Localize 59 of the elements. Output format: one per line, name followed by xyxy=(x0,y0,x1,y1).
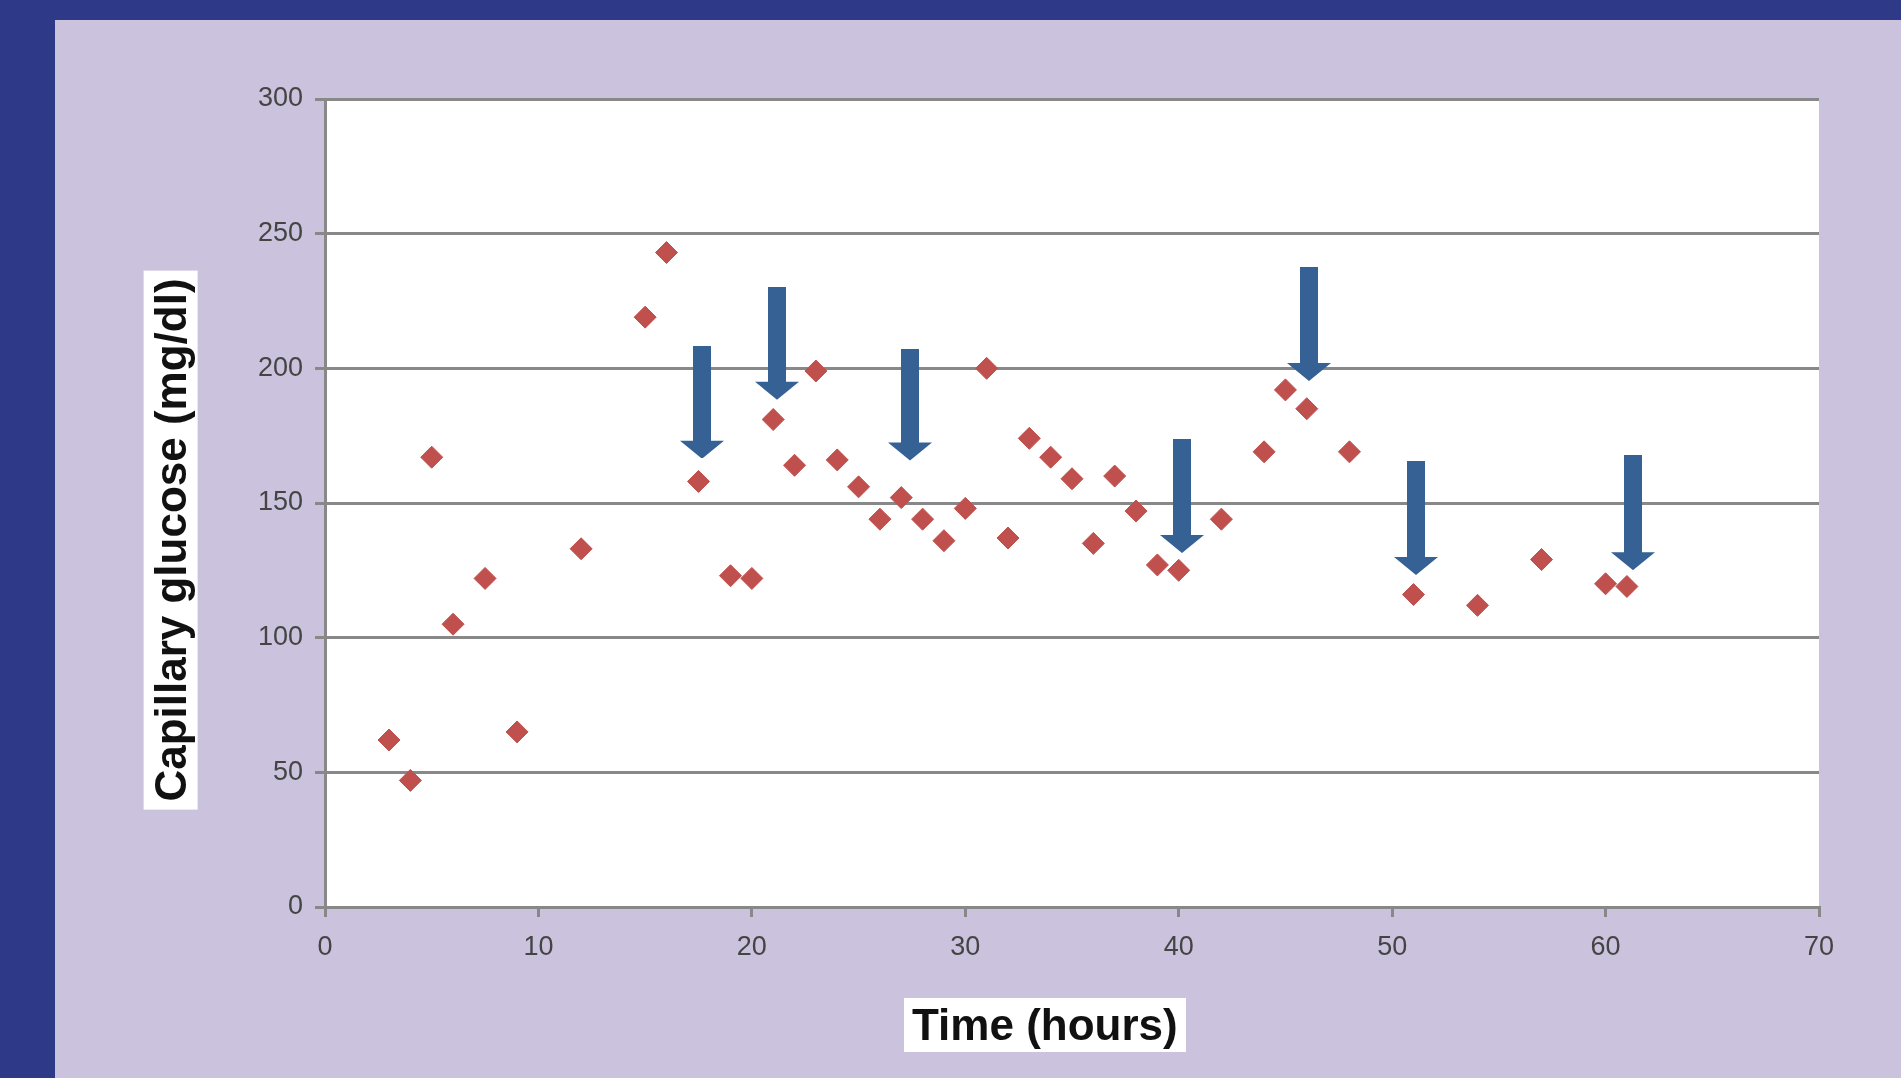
point xyxy=(953,496,977,520)
y-axis-title: Capillary glucose (mg/dl) xyxy=(143,270,198,810)
x-tick-label: 30 xyxy=(950,930,981,961)
point xyxy=(1081,531,1105,555)
point xyxy=(783,453,807,477)
point xyxy=(740,566,764,590)
point xyxy=(1401,583,1425,607)
point xyxy=(687,469,710,493)
point xyxy=(1273,378,1297,402)
point xyxy=(654,241,678,265)
point xyxy=(847,475,871,499)
point xyxy=(377,728,401,752)
point xyxy=(911,507,935,531)
point xyxy=(1615,574,1639,598)
x-tick-label: 60 xyxy=(1590,930,1621,961)
x-tick-label: 50 xyxy=(1377,930,1408,961)
point xyxy=(975,356,999,380)
x-axis-title: Time (hours) xyxy=(904,998,1186,1052)
x-tick-label: 0 xyxy=(317,930,333,961)
point xyxy=(569,537,593,561)
point xyxy=(761,408,785,432)
point xyxy=(1209,507,1233,531)
point xyxy=(505,720,529,744)
x-tick-label: 10 xyxy=(523,930,554,961)
y-tick-label: 100 xyxy=(257,621,303,652)
y-tick-label: 0 xyxy=(287,890,303,921)
point xyxy=(932,529,956,553)
x-tick-label: 20 xyxy=(736,930,767,961)
y-tick-label: 250 xyxy=(257,217,303,248)
point xyxy=(398,768,422,792)
y-tick-label: 50 xyxy=(272,755,303,786)
x-tick-label: 40 xyxy=(1163,930,1194,961)
point xyxy=(1039,445,1063,469)
point xyxy=(1252,440,1276,464)
point xyxy=(1124,499,1148,523)
point xyxy=(1017,426,1041,450)
point xyxy=(1103,464,1127,488)
point xyxy=(996,526,1020,550)
point xyxy=(1167,558,1191,582)
point xyxy=(889,486,913,510)
point xyxy=(719,564,743,588)
point xyxy=(804,359,828,383)
point xyxy=(1594,572,1618,596)
x-tick-label: 70 xyxy=(1803,930,1835,961)
y-tick-label: 300 xyxy=(257,82,303,113)
point xyxy=(1466,593,1490,617)
point xyxy=(825,448,849,472)
y-tick-label: 150 xyxy=(257,486,303,517)
point xyxy=(868,507,892,531)
point xyxy=(633,305,657,329)
point xyxy=(1295,397,1319,421)
point xyxy=(473,566,497,590)
point xyxy=(1337,440,1361,464)
point xyxy=(1145,553,1169,577)
point xyxy=(1530,548,1554,572)
point xyxy=(441,612,465,636)
y-tick-label: 200 xyxy=(257,351,303,382)
point xyxy=(1060,467,1084,491)
point xyxy=(420,445,444,469)
